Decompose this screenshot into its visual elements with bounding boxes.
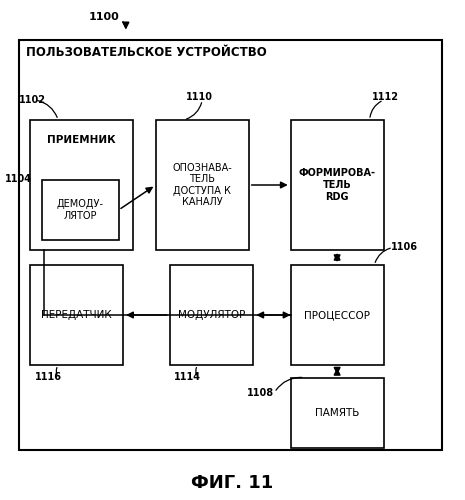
FancyBboxPatch shape — [19, 40, 442, 450]
Text: ПОЛЬЗОВАТЕЛЬСКОЕ УСТРОЙСТВО: ПОЛЬЗОВАТЕЛЬСКОЕ УСТРОЙСТВО — [26, 46, 266, 59]
Text: 1116: 1116 — [35, 372, 62, 382]
Text: 1102: 1102 — [19, 95, 46, 105]
Text: ФОРМИРОВА-
ТЕЛЬ
RDG: ФОРМИРОВА- ТЕЛЬ RDG — [299, 168, 376, 202]
Text: ДЕМОДУ-
ЛЯТОР: ДЕМОДУ- ЛЯТОР — [57, 199, 104, 221]
Text: ПЕРЕДАТЧИК: ПЕРЕДАТЧИК — [41, 310, 112, 320]
Text: 1114: 1114 — [174, 372, 201, 382]
Text: ПРИЕМНИК: ПРИЕМНИК — [47, 135, 116, 145]
FancyBboxPatch shape — [156, 120, 249, 250]
FancyBboxPatch shape — [30, 120, 133, 250]
FancyBboxPatch shape — [291, 120, 384, 250]
FancyBboxPatch shape — [30, 265, 123, 365]
Text: 1100: 1100 — [88, 12, 119, 22]
Text: 1112: 1112 — [372, 92, 399, 102]
Text: ПРОЦЕССОР: ПРОЦЕССОР — [304, 310, 370, 320]
FancyBboxPatch shape — [291, 378, 384, 448]
Text: 1110: 1110 — [186, 92, 213, 102]
FancyBboxPatch shape — [42, 180, 119, 240]
Text: ПАМЯТЬ: ПАМЯТЬ — [315, 408, 359, 418]
FancyBboxPatch shape — [170, 265, 253, 365]
Text: ФИГ. 11: ФИГ. 11 — [192, 474, 273, 492]
Text: МОДУЛЯТОР: МОДУЛЯТОР — [178, 310, 245, 320]
Text: 1104: 1104 — [5, 174, 32, 184]
Text: 1108: 1108 — [246, 388, 273, 398]
Text: 1106: 1106 — [391, 242, 418, 252]
FancyBboxPatch shape — [291, 265, 384, 365]
Text: ОПОЗНАВА-
ТЕЛЬ
ДОСТУПА К
КАНАЛУ: ОПОЗНАВА- ТЕЛЬ ДОСТУПА К КАНАЛУ — [173, 162, 232, 208]
